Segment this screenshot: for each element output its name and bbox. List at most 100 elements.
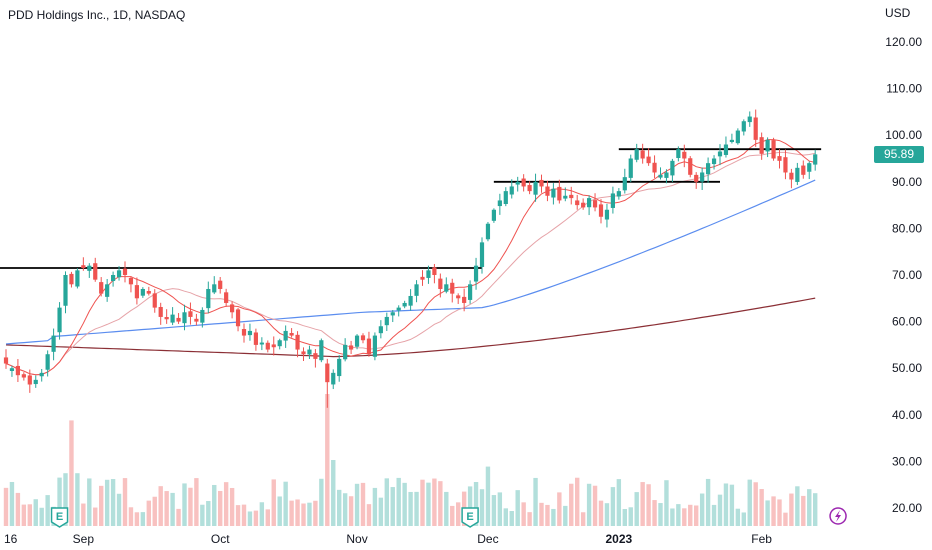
volume-bar [116, 493, 122, 526]
volume-bar [21, 504, 27, 526]
candle-body [801, 165, 806, 175]
x-tick-label: Sep [73, 532, 95, 546]
candle [152, 289, 157, 313]
candle [408, 289, 413, 311]
candle [188, 302, 193, 325]
candle [711, 155, 717, 170]
candle-body [539, 179, 544, 187]
time-axis[interactable]: 16 Sep Oct Nov Dec 2023 Feb [4, 532, 772, 546]
y-tick-label: 110.00 [886, 82, 922, 96]
candle [747, 111, 752, 127]
candle [271, 336, 276, 356]
candle [343, 338, 348, 362]
candle-body [313, 353, 318, 359]
candle-body [426, 270, 431, 278]
candle [63, 271, 68, 314]
candle [57, 302, 62, 340]
candle-body [700, 172, 705, 182]
candle [694, 172, 699, 189]
candle-body [402, 302, 407, 307]
volume-bar [694, 505, 699, 526]
candle [319, 338, 324, 363]
candle [682, 144, 687, 168]
volume-bar [795, 486, 800, 526]
volume-bar [331, 460, 336, 526]
candle-body [658, 174, 663, 178]
earnings-marker-label: E [466, 511, 473, 523]
candles-layer [3, 109, 818, 408]
volume-bar [533, 477, 538, 526]
candle [723, 136, 729, 158]
candle [277, 338, 282, 350]
volume-bar [783, 512, 788, 526]
volume-bar [182, 483, 187, 526]
volume-bar [664, 480, 669, 526]
candle [509, 179, 514, 199]
candle-body [735, 130, 740, 144]
volume-bar [63, 473, 68, 526]
candle-body [533, 181, 538, 195]
candle-body [63, 275, 68, 306]
volume-bar [289, 500, 294, 526]
candle [39, 368, 44, 382]
candle-body [509, 186, 514, 195]
candle-body [557, 186, 562, 201]
volume-bar [527, 512, 532, 526]
volume-bar [575, 477, 580, 526]
candle-body [271, 344, 276, 348]
candle-body [598, 204, 604, 217]
candle [194, 313, 199, 326]
candle [485, 221, 491, 242]
candle [224, 288, 229, 307]
candle [634, 143, 639, 163]
candle [378, 320, 383, 339]
candle-body [432, 267, 437, 275]
volume-bar [27, 504, 32, 526]
candle-body [378, 326, 383, 334]
earnings-marker-shape [461, 507, 479, 528]
volume-bar [485, 466, 491, 526]
candle [325, 358, 330, 408]
candle [801, 160, 806, 179]
candle-body [152, 293, 157, 308]
candle [604, 203, 610, 228]
volume-bar [277, 496, 282, 526]
candle [545, 180, 550, 202]
candle-body [604, 209, 610, 220]
ma-50-line [5, 179, 816, 345]
candle [337, 355, 342, 382]
candle [349, 340, 354, 355]
volume-bar [122, 478, 128, 526]
candle [75, 268, 80, 289]
y-tick-label: 60.00 [892, 315, 922, 329]
candle-body [640, 150, 645, 159]
candle-body [21, 374, 26, 378]
candle-body [295, 334, 300, 350]
y-tick-label: 50.00 [892, 361, 922, 375]
volume-bar [509, 511, 514, 526]
candle-body [224, 292, 229, 303]
candle-body [711, 158, 717, 165]
volume-bar [711, 504, 717, 526]
candle-body [164, 317, 169, 320]
volume-bar [253, 510, 259, 526]
candle-body [15, 365, 20, 376]
volume-bar [765, 500, 770, 526]
candle-body [616, 191, 621, 197]
volume-bar [176, 508, 181, 526]
candle [610, 186, 615, 214]
candle-body [337, 358, 342, 377]
candle [396, 305, 401, 317]
price-axis[interactable]: 20.00 30.00 40.00 50.00 60.00 70.00 80.00 90.00… [885, 35, 922, 515]
volume-bar [616, 479, 622, 526]
volume-bar [444, 491, 449, 526]
candle [206, 281, 211, 314]
candle-body [158, 306, 163, 317]
y-tick-label: 20.00 [892, 501, 922, 515]
volume-bar [9, 481, 15, 526]
volume-bar [604, 503, 610, 526]
volume-bar [634, 492, 639, 526]
y-tick-label: 40.00 [892, 408, 922, 422]
volume-bar [366, 504, 372, 526]
